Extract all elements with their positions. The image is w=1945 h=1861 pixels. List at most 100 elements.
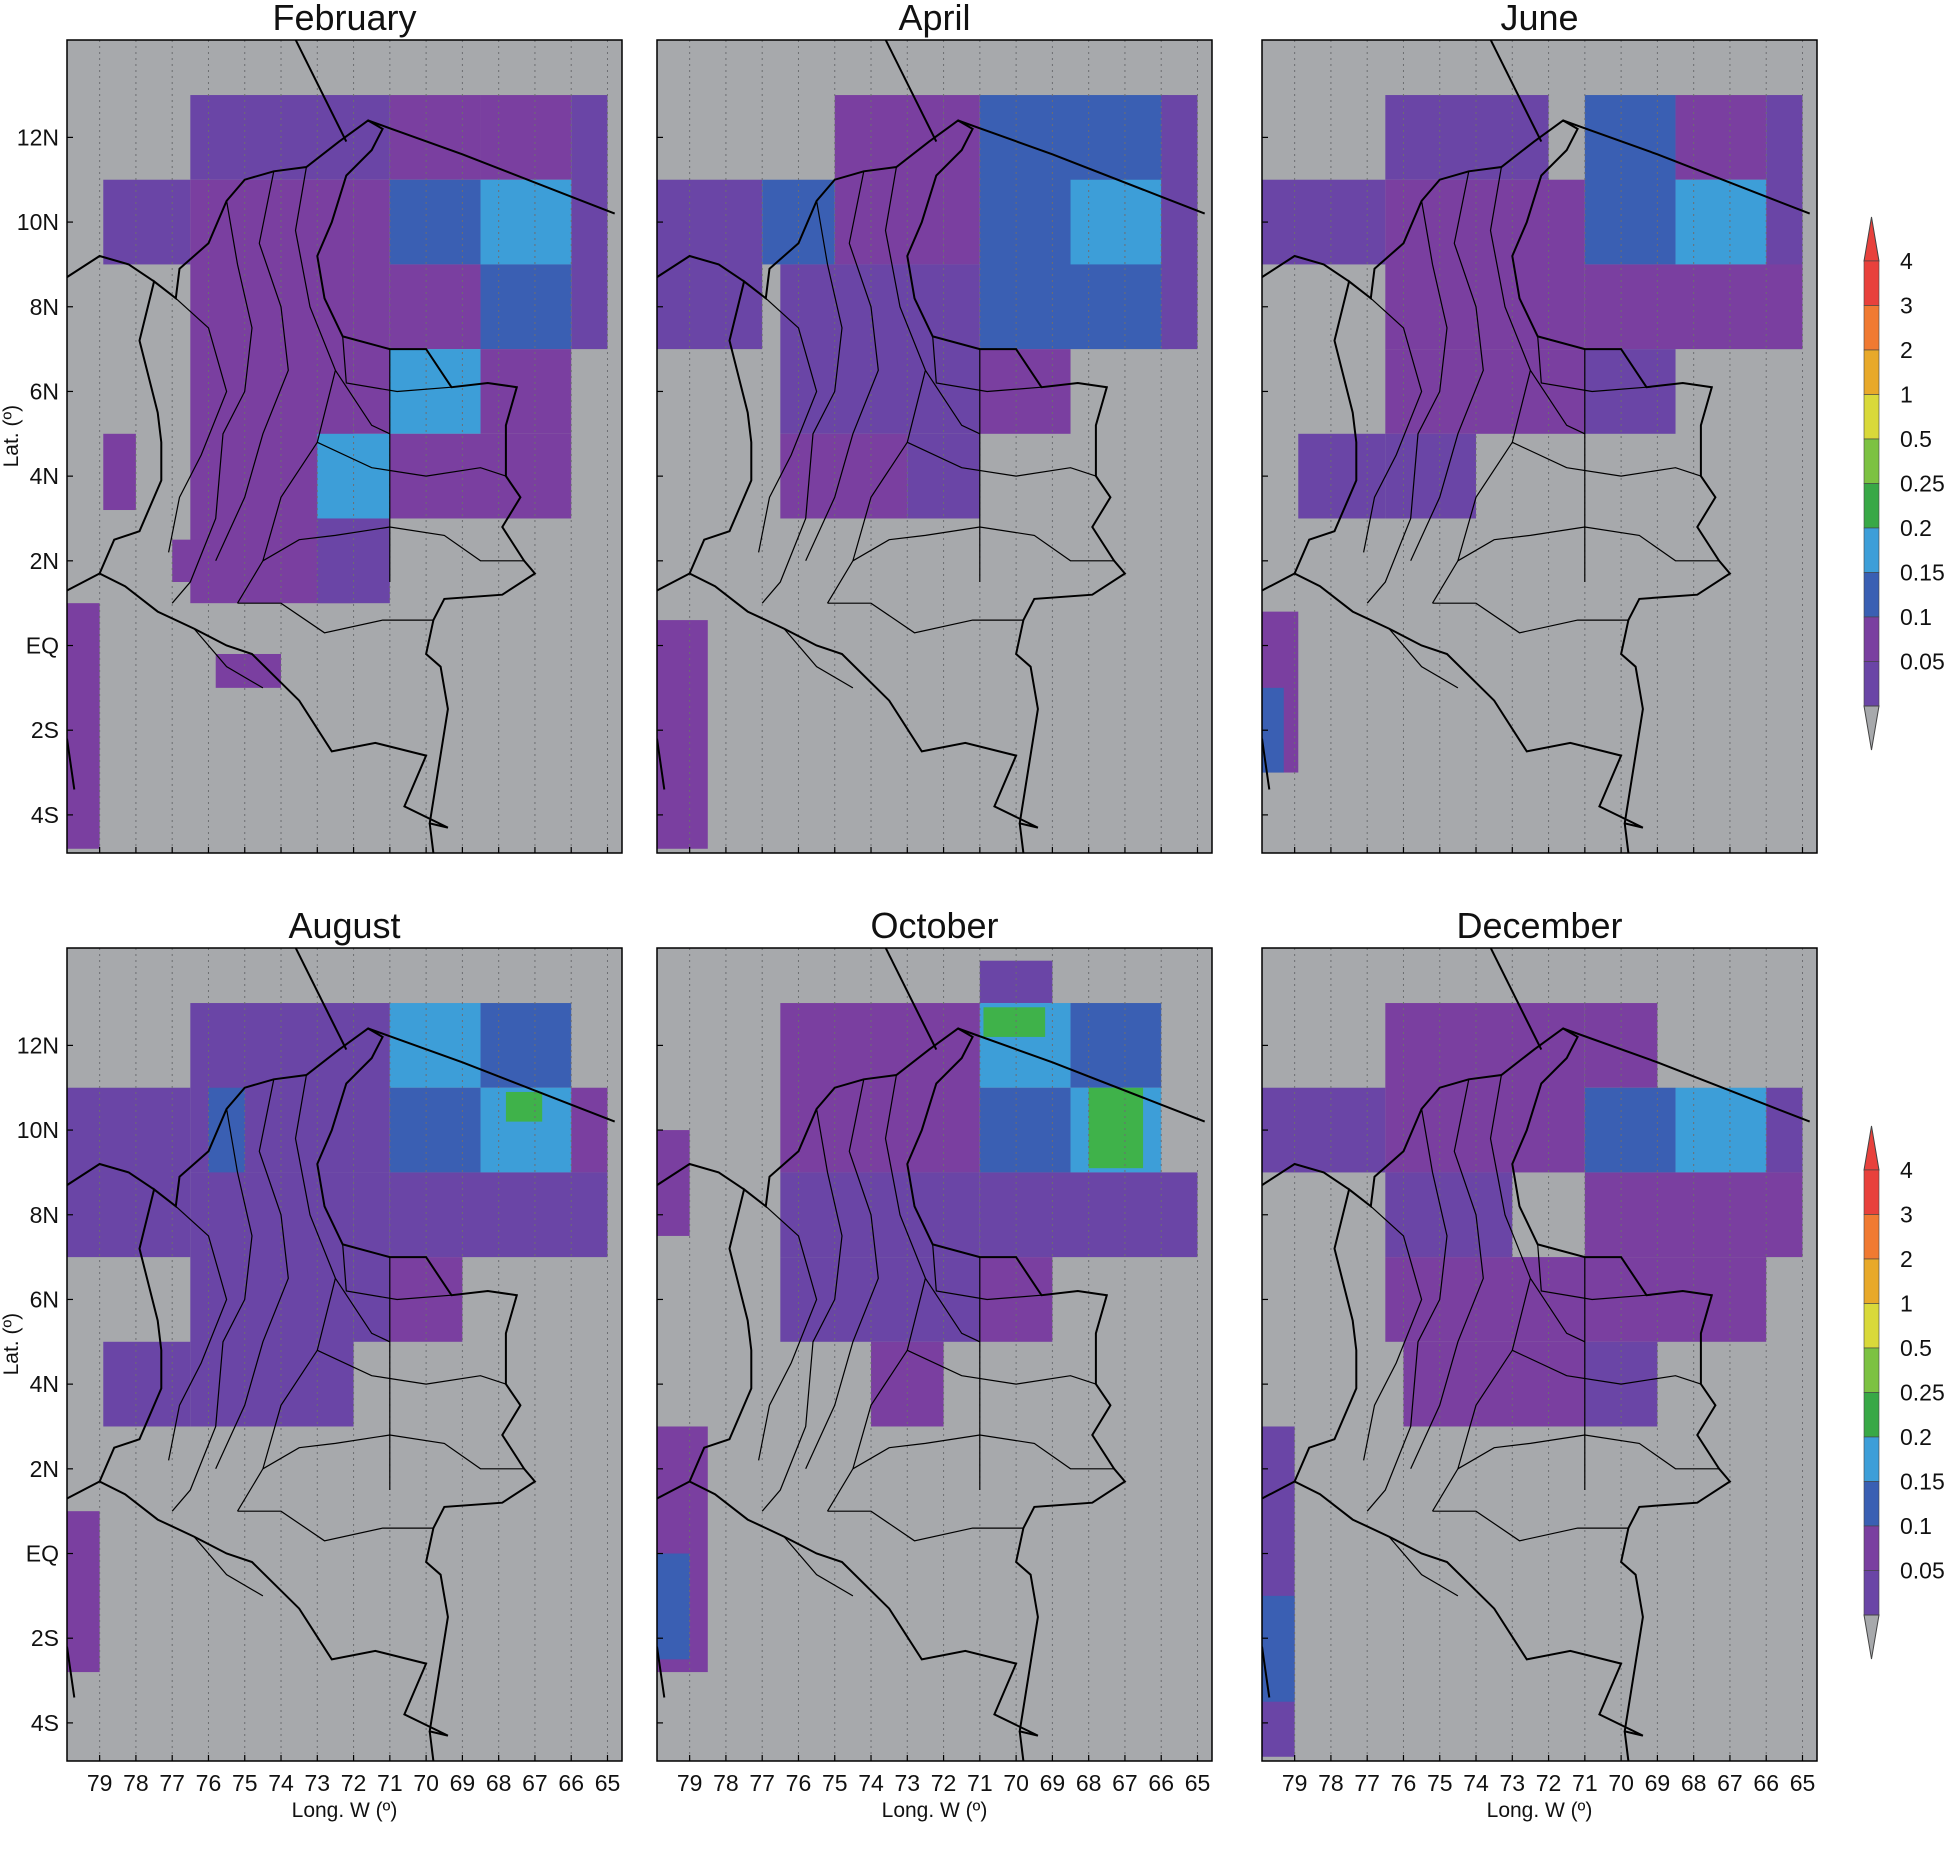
department-border (826, 166, 927, 604)
department-border (1432, 602, 1629, 634)
department-border (1512, 441, 1702, 477)
x-tick-label: 77 (749, 1770, 775, 1796)
x-tick-label: 77 (159, 1770, 185, 1796)
grid-block (780, 1172, 980, 1258)
grid-block (1766, 1087, 1803, 1173)
colorbars-group: 4 3 2 1 0.5 0.25 0.2 0.15 0.1 0.05 4 3 2 1 0.5 0.25 0.2 0… (1863, 216, 1945, 1660)
map-panel-4: August 12N 10N 8N 6N 4N 2N EQ 2S 4S 79 78 77 76 75 74 73… (0, 905, 623, 1822)
y-tick-label: EQ (26, 1541, 59, 1567)
panel-title: June (1500, 0, 1578, 38)
grid-block (1584, 1172, 1803, 1258)
colorbar-segment (1863, 661, 1880, 707)
panel-title: February (272, 0, 416, 38)
grid-block (103, 1341, 191, 1427)
grid-block (208, 1087, 245, 1173)
colorbar-segment (1863, 616, 1880, 662)
country-border (657, 1162, 745, 1191)
grid-block (480, 179, 572, 265)
colorbar-segment (1863, 527, 1880, 573)
x-tick-label: 79 (87, 1770, 113, 1796)
colorbar-label: 0.1 (1900, 604, 1932, 630)
y-axis-label: Lat. (º) (0, 1313, 23, 1376)
x-tick-label: 68 (1076, 1770, 1102, 1796)
colorbar-segment (1863, 1525, 1880, 1571)
colorbar-segment (1863, 572, 1880, 618)
grid-block (1584, 1087, 1676, 1173)
grid-block (1385, 433, 1477, 519)
department-border (215, 1079, 289, 1470)
colorbar-segment (1863, 1214, 1880, 1260)
panel-frame (656, 947, 1213, 1762)
department-border (924, 1277, 981, 1343)
grid-block (657, 620, 708, 849)
country-border (1262, 738, 1271, 790)
country-border (1623, 823, 1630, 853)
x-tick-label: 70 (413, 1770, 439, 1796)
country-outline (98, 1027, 537, 1737)
colorbar-over-arrow (1863, 1125, 1880, 1171)
department-border (758, 297, 818, 553)
grid-block (103, 179, 191, 265)
country-border (294, 948, 348, 1051)
department-border (236, 166, 337, 604)
grid-block (1070, 1003, 1162, 1088)
x-tick-label: 69 (1645, 1770, 1671, 1796)
panel-title: April (898, 0, 970, 38)
colorbar-label: 2 (1900, 1246, 1913, 1272)
country-border (1262, 254, 1350, 283)
grid-block (983, 1007, 1046, 1037)
x-axis-label: Long. W (º) (1487, 1799, 1593, 1822)
colorbar-label: 0.2 (1900, 515, 1932, 541)
country-border (1562, 119, 1811, 215)
y-axis-label: Lat. (º) (0, 405, 23, 468)
department-border (924, 369, 981, 435)
colorbar-label: 3 (1900, 293, 1913, 319)
country-border (367, 119, 616, 215)
y-tick-label: EQ (26, 633, 59, 659)
x-tick-label: 70 (1003, 1770, 1029, 1796)
map-panel-5: October 79 78 77 76 75 74 73 72 71 70 69 68 67 66 65 Lon… (656, 905, 1213, 1822)
country-border (1489, 948, 1543, 1051)
grid-block (979, 1172, 1198, 1258)
colorbar-segment (1863, 394, 1880, 440)
y-tick-label: 12N (17, 124, 59, 150)
department-border (168, 1205, 228, 1461)
x-tick-label: 68 (486, 1770, 512, 1796)
grid-block (780, 433, 908, 519)
grid-block (480, 95, 572, 180)
colorbar-label: 2 (1900, 337, 1913, 363)
grid-block (1675, 179, 1767, 265)
grid-block (1262, 1426, 1295, 1757)
colorbar-label: 0.5 (1900, 1335, 1932, 1361)
x-tick-label: 72 (341, 1770, 367, 1796)
department-border (1432, 1510, 1629, 1542)
country-border (1262, 1646, 1271, 1698)
country-border (367, 1027, 616, 1123)
x-tick-label: 75 (822, 1770, 848, 1796)
country-border (1489, 40, 1543, 143)
country-border (1262, 1480, 1296, 1500)
department-border (1366, 200, 1448, 604)
department-border (342, 1244, 452, 1301)
x-tick-label: 73 (304, 1770, 330, 1796)
grid-block (780, 264, 980, 434)
colorbar-segment (1863, 349, 1880, 395)
department-border (1537, 1244, 1647, 1301)
department-border (237, 602, 434, 634)
grid-block (979, 1087, 1071, 1173)
colorbar-label: 0.15 (1900, 560, 1945, 586)
department-border (237, 1510, 434, 1542)
grid-block (353, 179, 390, 434)
country-border (67, 1480, 101, 1500)
grid-block (571, 1087, 608, 1173)
department-border (827, 1510, 1024, 1542)
department-border (758, 1205, 818, 1461)
colorbar-under-arrow (1863, 705, 1880, 751)
country-outline (688, 1027, 1127, 1737)
grid-block (657, 179, 763, 350)
grid-block (657, 1553, 690, 1660)
country-border (67, 254, 155, 283)
colorbar-segment (1863, 305, 1880, 351)
grid-block (172, 539, 209, 582)
x-tick-label: 71 (967, 1770, 993, 1796)
